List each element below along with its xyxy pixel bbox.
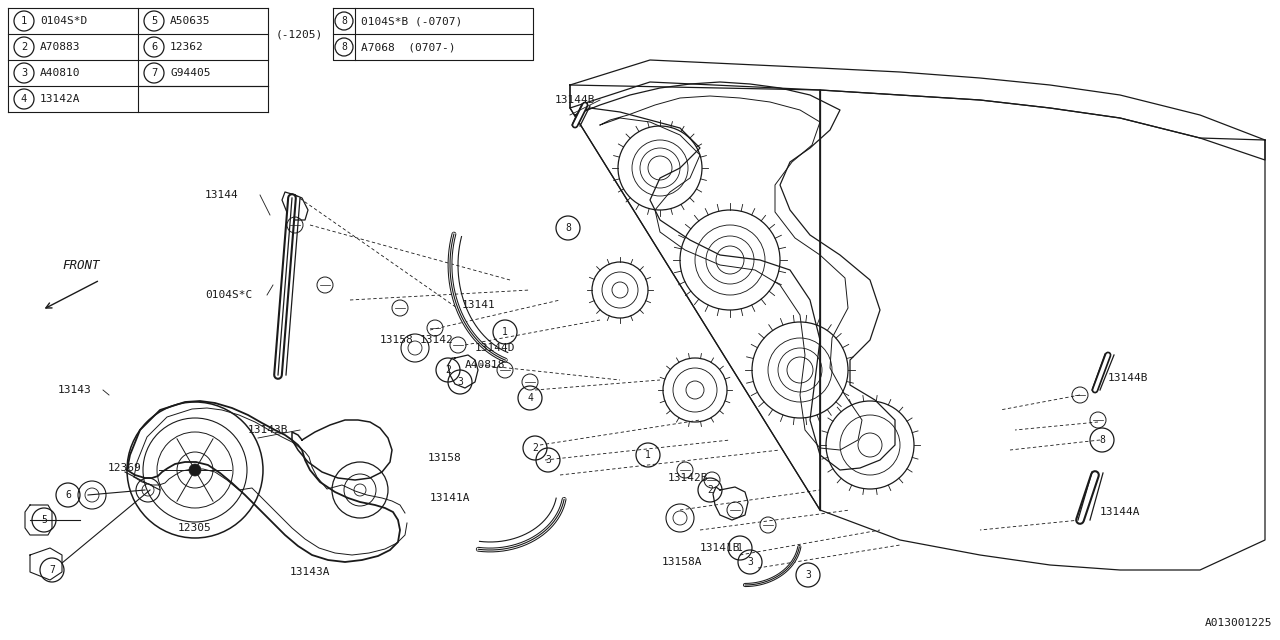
Text: 13141: 13141 bbox=[462, 300, 495, 310]
Text: 2: 2 bbox=[445, 365, 451, 375]
Text: 8: 8 bbox=[564, 223, 571, 233]
Text: 12369: 12369 bbox=[108, 463, 142, 473]
Text: 13144: 13144 bbox=[205, 190, 239, 200]
Text: 13141A: 13141A bbox=[430, 493, 471, 503]
Text: 13143: 13143 bbox=[58, 385, 92, 395]
Text: 13143A: 13143A bbox=[291, 567, 330, 577]
Text: 12305: 12305 bbox=[178, 523, 211, 533]
Text: 13158: 13158 bbox=[380, 335, 413, 345]
Text: A50635: A50635 bbox=[170, 16, 210, 26]
Text: A7068  (0707-): A7068 (0707-) bbox=[361, 42, 456, 52]
Text: 13144B: 13144B bbox=[1108, 373, 1148, 383]
Text: 1: 1 bbox=[737, 543, 742, 553]
Text: A40810: A40810 bbox=[40, 68, 81, 78]
Text: 0104S*D: 0104S*D bbox=[40, 16, 87, 26]
Text: 3: 3 bbox=[805, 570, 812, 580]
Text: 3: 3 bbox=[748, 557, 753, 567]
Text: 5: 5 bbox=[151, 16, 157, 26]
Text: 7: 7 bbox=[49, 565, 55, 575]
Text: 13158: 13158 bbox=[428, 453, 462, 463]
Text: 2: 2 bbox=[20, 42, 27, 52]
Text: 5: 5 bbox=[41, 515, 47, 525]
Text: FRONT: FRONT bbox=[61, 259, 100, 271]
Text: A40818: A40818 bbox=[465, 360, 506, 370]
Text: 13158A: 13158A bbox=[662, 557, 703, 567]
Text: 1: 1 bbox=[20, 16, 27, 26]
Text: G94405: G94405 bbox=[170, 68, 210, 78]
Text: 8: 8 bbox=[340, 42, 347, 52]
Text: 13144D: 13144D bbox=[475, 343, 516, 353]
Text: 1: 1 bbox=[645, 450, 652, 460]
Text: 13143B: 13143B bbox=[248, 425, 288, 435]
Text: 8: 8 bbox=[1100, 435, 1105, 445]
Text: 2: 2 bbox=[707, 485, 713, 495]
Text: 0104S*B (-0707): 0104S*B (-0707) bbox=[361, 16, 462, 26]
Text: A70883: A70883 bbox=[40, 42, 81, 52]
Circle shape bbox=[189, 464, 201, 476]
Text: 13142A: 13142A bbox=[40, 94, 81, 104]
Text: 1: 1 bbox=[502, 327, 508, 337]
Text: 13141B: 13141B bbox=[700, 543, 741, 553]
Text: 13142B: 13142B bbox=[668, 473, 709, 483]
Text: A013001225: A013001225 bbox=[1204, 618, 1272, 628]
Text: 4: 4 bbox=[20, 94, 27, 104]
Text: 6: 6 bbox=[65, 490, 70, 500]
Text: 3: 3 bbox=[457, 377, 463, 387]
Text: 3: 3 bbox=[20, 68, 27, 78]
Text: 7: 7 bbox=[151, 68, 157, 78]
Text: 3: 3 bbox=[545, 455, 550, 465]
Text: 12362: 12362 bbox=[170, 42, 204, 52]
Text: 13142: 13142 bbox=[420, 335, 453, 345]
Text: 0104S*C: 0104S*C bbox=[205, 290, 252, 300]
Text: 13144A: 13144A bbox=[1100, 507, 1140, 517]
Text: 8: 8 bbox=[340, 16, 347, 26]
Text: (-1205): (-1205) bbox=[276, 29, 324, 39]
Text: 4: 4 bbox=[527, 393, 532, 403]
Text: 2: 2 bbox=[532, 443, 538, 453]
Text: 13144B: 13144B bbox=[556, 95, 595, 105]
Text: 6: 6 bbox=[151, 42, 157, 52]
